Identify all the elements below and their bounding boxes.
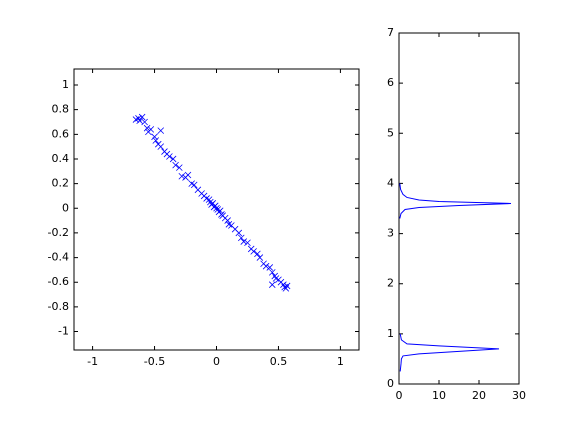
y-tick-label: 5 [387, 126, 394, 139]
y-tick-label: 0.8 [52, 103, 70, 116]
scatter-point [151, 133, 158, 141]
y-tick-label: 0.4 [52, 152, 70, 165]
y-tick-label: 0 [387, 377, 394, 390]
scatter-point [244, 239, 251, 247]
y-tick-label: 2 [387, 277, 394, 290]
y-tick-label: -0.8 [48, 300, 69, 313]
axes-box [398, 32, 520, 385]
data-line [399, 183, 512, 219]
data-line [399, 333, 500, 372]
y-tick-label: 0 [62, 201, 69, 214]
scatter-point [268, 281, 276, 288]
x-tick-label: 20 [472, 389, 486, 402]
x-tick-label: -1 [87, 355, 98, 368]
scatter-point [176, 164, 183, 171]
scatter-point [238, 234, 245, 242]
y-tick-label: 7 [387, 26, 394, 39]
y-tick-label: 0.2 [52, 177, 70, 190]
y-tick-label: 1 [387, 327, 394, 340]
y-tick-label: -1 [58, 325, 69, 338]
scatter-point [157, 143, 165, 150]
scatter-point [169, 155, 177, 163]
scatter-point [250, 248, 257, 255]
scatter-point [235, 229, 243, 237]
y-tick-label: -0.2 [48, 226, 69, 239]
y-tick-label: 4 [387, 176, 394, 189]
y-tick-label: 1 [62, 78, 69, 91]
scatter-point [166, 153, 173, 160]
x-tick-label: 0.5 [270, 355, 288, 368]
scatter-point [136, 117, 143, 125]
y-tick-label: 0.6 [52, 127, 70, 140]
scatter-point [283, 282, 291, 290]
scatter-point [178, 172, 186, 180]
scatter-point [152, 137, 160, 144]
scatter-point [266, 264, 274, 271]
x-tick-label: 1 [337, 355, 344, 368]
scatter-point [143, 124, 151, 132]
scatter-point [272, 275, 280, 282]
scatter-point [240, 238, 248, 245]
x-tick-label: 30 [512, 389, 526, 402]
scatter-point [254, 250, 261, 258]
scatter-point [172, 161, 179, 169]
scatter-point [184, 171, 192, 179]
y-tick-label: -0.4 [48, 251, 69, 264]
scatter-point [157, 127, 165, 134]
x-tick-label: 10 [432, 389, 446, 402]
scatter-point [190, 181, 198, 189]
y-tick-label: 3 [387, 227, 394, 240]
scatter-point [138, 113, 146, 121]
x-tick-label: 0 [396, 389, 403, 402]
scatter-point [141, 118, 148, 126]
scatter-point [224, 217, 231, 224]
x-tick-label: 0 [213, 355, 220, 368]
scatter-point [216, 207, 224, 215]
y-tick-label: 6 [387, 76, 394, 89]
scatter-point [256, 254, 264, 261]
y-tick-label: -0.6 [48, 275, 69, 288]
x-tick-label: -0.5 [144, 355, 165, 368]
scatter-point [262, 262, 270, 270]
scatter-point [268, 269, 276, 276]
scatter-point [147, 126, 155, 133]
